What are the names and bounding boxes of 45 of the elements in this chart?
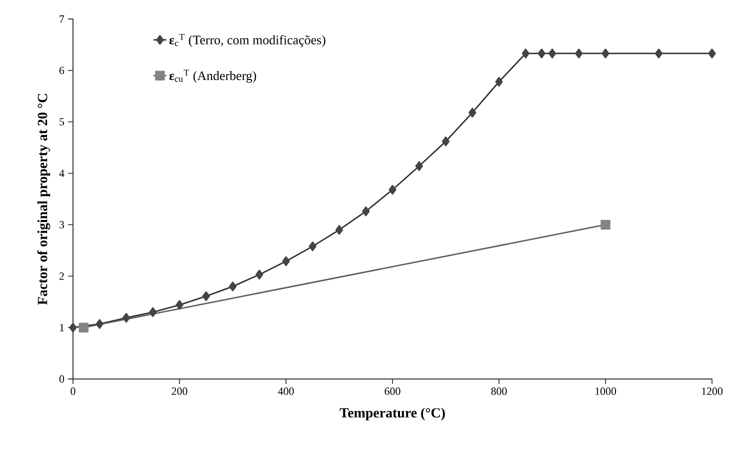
point xyxy=(495,76,503,87)
point xyxy=(122,312,130,323)
x-tick-label: 1200 xyxy=(702,388,723,395)
point xyxy=(78,322,89,332)
legend-label: ε$_{cu}$$^{T}$ (Anderberg) xyxy=(169,70,256,83)
y-tick-label: 6 xyxy=(59,66,64,74)
y-tick-label: 5 xyxy=(60,118,64,126)
point xyxy=(415,161,423,171)
y-axis-title: Factor of original property at 20 °C xyxy=(37,94,50,305)
point xyxy=(548,48,556,58)
x-tick-label: 1000 xyxy=(596,388,616,395)
y-tick-label: 1 xyxy=(60,324,64,332)
point xyxy=(602,48,610,58)
point xyxy=(69,322,77,332)
y-tick-label: 7 xyxy=(60,15,64,23)
point xyxy=(256,270,264,280)
x-tick-label: 600 xyxy=(384,388,400,395)
point xyxy=(468,108,476,118)
x-axis-title: Temperature (°C) xyxy=(340,408,445,420)
point xyxy=(176,300,184,310)
point xyxy=(149,307,157,318)
point xyxy=(335,224,344,235)
point xyxy=(522,48,530,58)
x-tick-label: 200 xyxy=(172,388,188,395)
x-tick-label: 0 xyxy=(70,388,76,395)
point xyxy=(96,319,104,329)
point xyxy=(600,220,610,230)
point xyxy=(654,48,663,58)
x-tick-label: 800 xyxy=(491,388,507,395)
y-tick-label: 2 xyxy=(59,272,64,280)
point xyxy=(538,48,546,58)
point xyxy=(442,136,450,146)
point xyxy=(228,282,237,292)
point xyxy=(575,48,583,58)
legend-label: ε$_{c}$$^{T}$ (Terro, com modificações) xyxy=(169,34,326,48)
point xyxy=(708,48,716,58)
point xyxy=(362,206,370,216)
point xyxy=(282,256,290,266)
point xyxy=(202,291,210,302)
y-tick-label: 4 xyxy=(59,170,64,177)
y-tick-label: 3 xyxy=(60,221,64,228)
y-tick-label: 0 xyxy=(59,375,64,383)
x-tick-label: 400 xyxy=(278,388,294,395)
point xyxy=(388,184,396,195)
point xyxy=(308,241,316,252)
